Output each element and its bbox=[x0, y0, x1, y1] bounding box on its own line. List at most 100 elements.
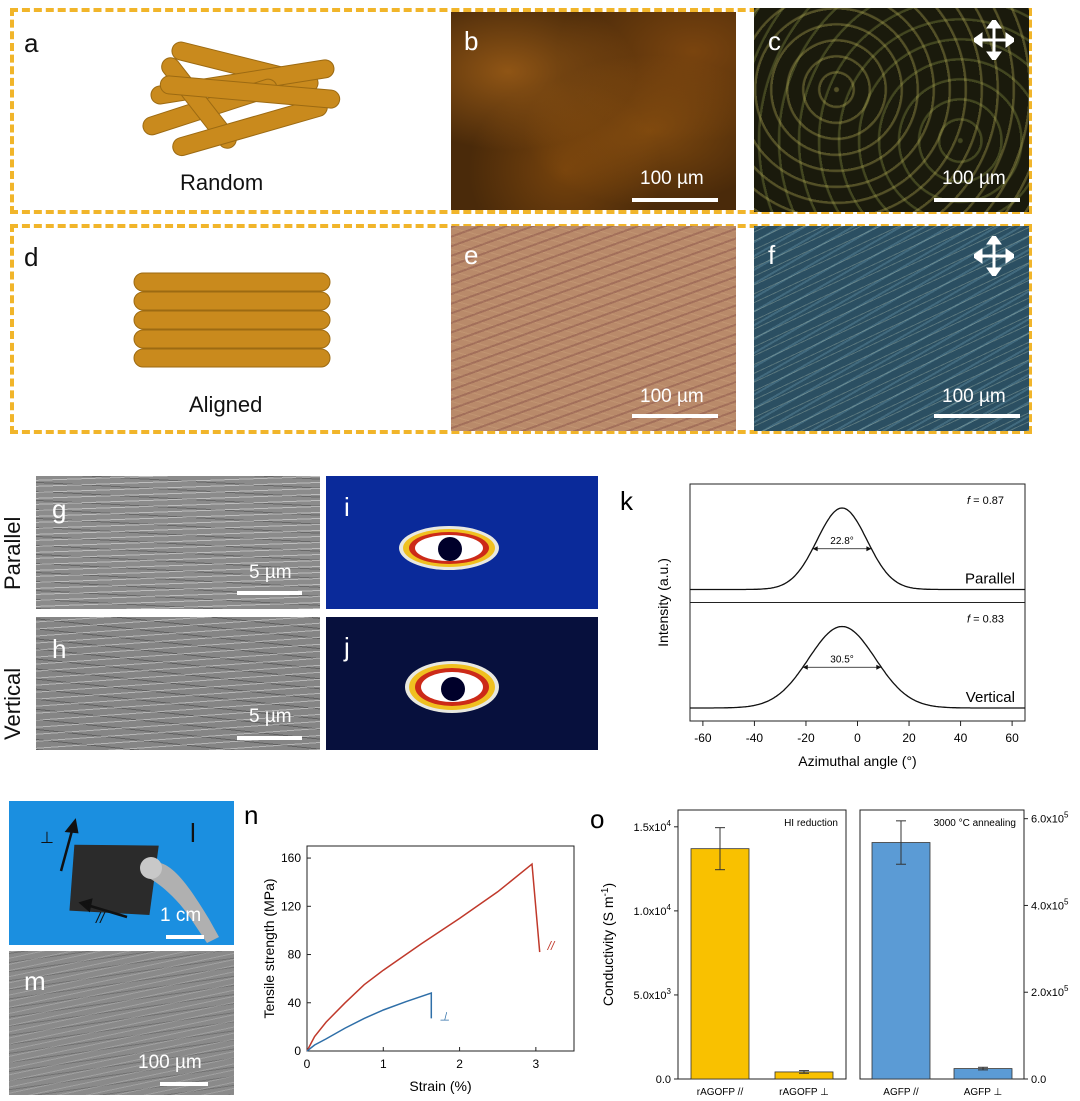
chart-k-series-line bbox=[690, 507, 1025, 591]
panel-b-scale-text: 100 µm bbox=[640, 168, 704, 189]
aligned-fibers-illustration bbox=[133, 272, 331, 368]
panel-h-sem bbox=[36, 617, 320, 750]
vertical-row-label: Vertical bbox=[0, 667, 25, 740]
panel-a-label: a bbox=[24, 28, 39, 58]
chart-o-right-frame bbox=[859, 809, 1025, 1080]
chart-n-series-label: // bbox=[547, 939, 556, 953]
panel-h-scale-text: 5 µm bbox=[249, 706, 292, 727]
chart-n-frame bbox=[306, 845, 575, 1052]
chart-k-xtick-label: 40 bbox=[954, 731, 968, 745]
chart-o-label: o bbox=[590, 804, 604, 834]
panel-e-label: e bbox=[464, 240, 479, 270]
chart-k-xtick-label: 20 bbox=[902, 731, 916, 745]
panel-l-label: l bbox=[190, 818, 196, 848]
panel-d-label: d bbox=[24, 242, 39, 272]
chart-n-series-line bbox=[306, 862, 541, 1052]
panel-i-label: i bbox=[344, 492, 350, 522]
panel-c-micrograph bbox=[754, 8, 1029, 212]
chart-n-series-label: ⊥ bbox=[439, 1009, 449, 1023]
chart-o-ytick-label: 0.0 bbox=[656, 1074, 671, 1086]
chart-o-conductivity: o Conductivity (S m-1) HI reduction 0.0 5.0x… bbox=[590, 804, 1069, 1098]
chart-n-xtick-label: 2 bbox=[456, 1057, 463, 1071]
panel-c-scale-text: 100 µm bbox=[942, 168, 1006, 189]
random-caption: Random bbox=[180, 170, 264, 195]
chart-n-tensile: n 0 1 2 3 0 40 80 120 160 Strain (%) Tensile streng… bbox=[244, 800, 575, 1094]
panel-m-label: m bbox=[24, 966, 46, 996]
chart-k-fwhm-label: 22.8° bbox=[830, 536, 853, 547]
chart-k-fwhm-label: 30.5° bbox=[830, 654, 853, 665]
panel-i-xray-pattern bbox=[326, 476, 598, 609]
panel-b-label: b bbox=[464, 26, 479, 56]
chart-o-ylabel: Conductivity (S m-1) bbox=[600, 883, 616, 1006]
panel-m-sem bbox=[9, 951, 234, 1095]
crossed-polarizer-icon bbox=[974, 236, 1014, 276]
chart-o-bar bbox=[871, 842, 931, 1080]
chart-o-ytick-label: 0.0 bbox=[1031, 1074, 1046, 1086]
panel-m-scalebar bbox=[160, 1082, 208, 1086]
chart-k-f-value: f = 0.83 bbox=[967, 614, 1004, 626]
perpendicular-symbol: ⊥ bbox=[40, 830, 54, 847]
panel-l-scale-text: 1 cm bbox=[160, 905, 202, 926]
chart-n-ytick-label: 120 bbox=[281, 899, 301, 913]
chart-o-category-label: rAGOFP ⊥ bbox=[779, 1087, 829, 1098]
crossed-polarizer-icon bbox=[974, 20, 1014, 60]
panel-c-scalebar bbox=[934, 198, 1020, 202]
panel-c-label: c bbox=[768, 26, 781, 56]
panel-g-scale-text: 5 µm bbox=[249, 562, 292, 583]
panel-e-scale-text: 100 µm bbox=[640, 386, 704, 407]
chart-k-xtick-label: -20 bbox=[797, 731, 815, 745]
panel-j-label: j bbox=[344, 632, 350, 662]
chart-k-series-name: Parallel bbox=[965, 571, 1015, 588]
panel-l-scalebar bbox=[166, 935, 204, 939]
panel-h-scalebar bbox=[237, 736, 302, 740]
chart-n-ytick-label: 40 bbox=[288, 996, 302, 1010]
chart-o-ytick-label: 4.0x105 bbox=[1031, 897, 1069, 912]
chart-o-left-title: HI reduction bbox=[784, 818, 838, 829]
parallel-symbol: // bbox=[96, 910, 105, 927]
chart-k-label: k bbox=[620, 486, 634, 516]
panel-f-scale-text: 100 µm bbox=[942, 386, 1006, 407]
chart-k-f-value: f = 0.87 bbox=[967, 495, 1004, 507]
chart-o-category-label: AGFP // bbox=[883, 1087, 919, 1098]
panel-m-scale-text: 100 µm bbox=[138, 1052, 202, 1073]
chart-n-series-line bbox=[306, 992, 433, 1052]
chart-n-label: n bbox=[244, 800, 258, 830]
chart-k-xtick-label: 0 bbox=[854, 731, 861, 745]
chart-k-xtick-label: -60 bbox=[694, 731, 712, 745]
chart-k-xlabel: Azimuthal angle (°) bbox=[798, 753, 916, 769]
chart-o-category-label: rAGOFP // bbox=[697, 1087, 744, 1098]
panel-f-label: f bbox=[768, 240, 776, 270]
chart-o-right-title: 3000 °C annealing bbox=[934, 818, 1016, 829]
chart-n-xlabel: Strain (%) bbox=[409, 1078, 471, 1094]
chart-k-series-name: Vertical bbox=[966, 689, 1015, 706]
chart-o-ytick-label: 2.0x105 bbox=[1031, 984, 1069, 999]
panel-b-micrograph bbox=[451, 12, 736, 210]
random-group-frame bbox=[10, 8, 1032, 214]
panel-j-xray-pattern bbox=[326, 617, 598, 750]
panel-g-label: g bbox=[52, 494, 67, 524]
chart-n-xtick-label: 3 bbox=[533, 1057, 540, 1071]
panel-b-scalebar bbox=[632, 198, 718, 202]
chart-k-xtick-label: -40 bbox=[746, 731, 764, 745]
panel-f-scalebar bbox=[934, 414, 1020, 418]
chart-n-ytick-label: 0 bbox=[294, 1044, 301, 1058]
chart-k-ylabel: Intensity (a.u.) bbox=[655, 558, 671, 647]
chart-o-ytick-label: 1.0x104 bbox=[634, 903, 672, 918]
panel-g-sem bbox=[36, 476, 320, 609]
chart-k-xtick-label: 60 bbox=[1005, 731, 1019, 745]
random-fibers-illustration bbox=[142, 41, 341, 157]
chart-k-series-line bbox=[690, 625, 1025, 709]
chart-n-ytick-label: 160 bbox=[281, 851, 301, 865]
chart-o-ytick-label: 1.5x104 bbox=[634, 819, 672, 834]
chart-o-ytick-label: 6.0x105 bbox=[1031, 811, 1069, 826]
panel-l-photo bbox=[9, 801, 234, 945]
parallel-row-label: Parallel bbox=[0, 516, 25, 590]
chart-n-xtick-label: 0 bbox=[304, 1057, 311, 1071]
panel-f-micrograph bbox=[754, 226, 1029, 431]
chart-o-left-frame bbox=[677, 809, 847, 1080]
aligned-caption: Aligned bbox=[189, 392, 263, 417]
chart-n-ylabel: Tensile strength (MPa) bbox=[261, 878, 277, 1018]
panel-e-micrograph bbox=[451, 226, 736, 431]
chart-o-category-label: AGFP ⊥ bbox=[964, 1087, 1003, 1098]
panel-h-label: h bbox=[52, 634, 67, 664]
